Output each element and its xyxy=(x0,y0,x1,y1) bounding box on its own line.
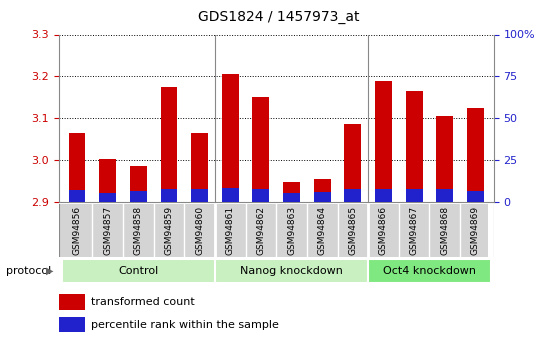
Bar xyxy=(191,189,208,202)
Text: GSM94862: GSM94862 xyxy=(256,206,266,255)
Text: GSM94866: GSM94866 xyxy=(379,206,388,255)
Text: GSM94867: GSM94867 xyxy=(410,206,418,255)
Bar xyxy=(252,97,270,202)
Text: GSM94864: GSM94864 xyxy=(318,206,326,255)
Bar xyxy=(467,108,484,202)
Bar xyxy=(59,294,85,310)
Text: GSM94863: GSM94863 xyxy=(287,206,296,255)
Bar xyxy=(314,179,330,202)
Text: protocol: protocol xyxy=(6,266,51,276)
Text: GSM94856: GSM94856 xyxy=(73,206,81,255)
Text: GSM94860: GSM94860 xyxy=(195,206,204,255)
Bar xyxy=(99,159,116,202)
Bar xyxy=(375,80,392,202)
Text: GSM94858: GSM94858 xyxy=(134,206,143,255)
Bar xyxy=(436,189,453,202)
Text: GDS1824 / 1457973_at: GDS1824 / 1457973_at xyxy=(198,10,360,24)
Text: GSM94868: GSM94868 xyxy=(440,206,449,255)
Bar xyxy=(222,188,239,202)
Bar xyxy=(215,259,368,283)
Bar xyxy=(436,116,453,202)
Text: GSM94865: GSM94865 xyxy=(348,206,357,255)
Bar xyxy=(467,191,484,202)
Text: Oct4 knockdown: Oct4 knockdown xyxy=(383,266,476,276)
Bar xyxy=(314,192,330,202)
Bar xyxy=(375,189,392,202)
Text: ▶: ▶ xyxy=(46,266,53,276)
Text: percentile rank within the sample: percentile rank within the sample xyxy=(92,319,279,329)
Bar xyxy=(191,133,208,202)
Bar xyxy=(344,189,361,202)
Bar xyxy=(99,193,116,202)
Bar xyxy=(130,166,147,202)
Text: GSM94869: GSM94869 xyxy=(471,206,480,255)
Bar xyxy=(368,259,491,283)
Text: GSM94857: GSM94857 xyxy=(103,206,112,255)
Bar xyxy=(283,182,300,202)
Bar xyxy=(344,125,361,202)
Bar xyxy=(283,194,300,202)
Bar xyxy=(69,190,85,202)
Text: GSM94861: GSM94861 xyxy=(226,206,235,255)
Bar xyxy=(69,133,85,202)
Text: Control: Control xyxy=(118,266,158,276)
Bar xyxy=(252,189,270,202)
Bar xyxy=(406,91,422,202)
Bar xyxy=(222,74,239,202)
Text: GSM94859: GSM94859 xyxy=(165,206,174,255)
Bar xyxy=(406,189,422,202)
Bar xyxy=(161,87,177,202)
Bar xyxy=(130,191,147,202)
Text: transformed count: transformed count xyxy=(92,297,195,307)
Bar xyxy=(161,189,177,202)
Bar xyxy=(59,317,85,333)
Bar xyxy=(61,259,215,283)
Text: Nanog knockdown: Nanog knockdown xyxy=(240,266,343,276)
